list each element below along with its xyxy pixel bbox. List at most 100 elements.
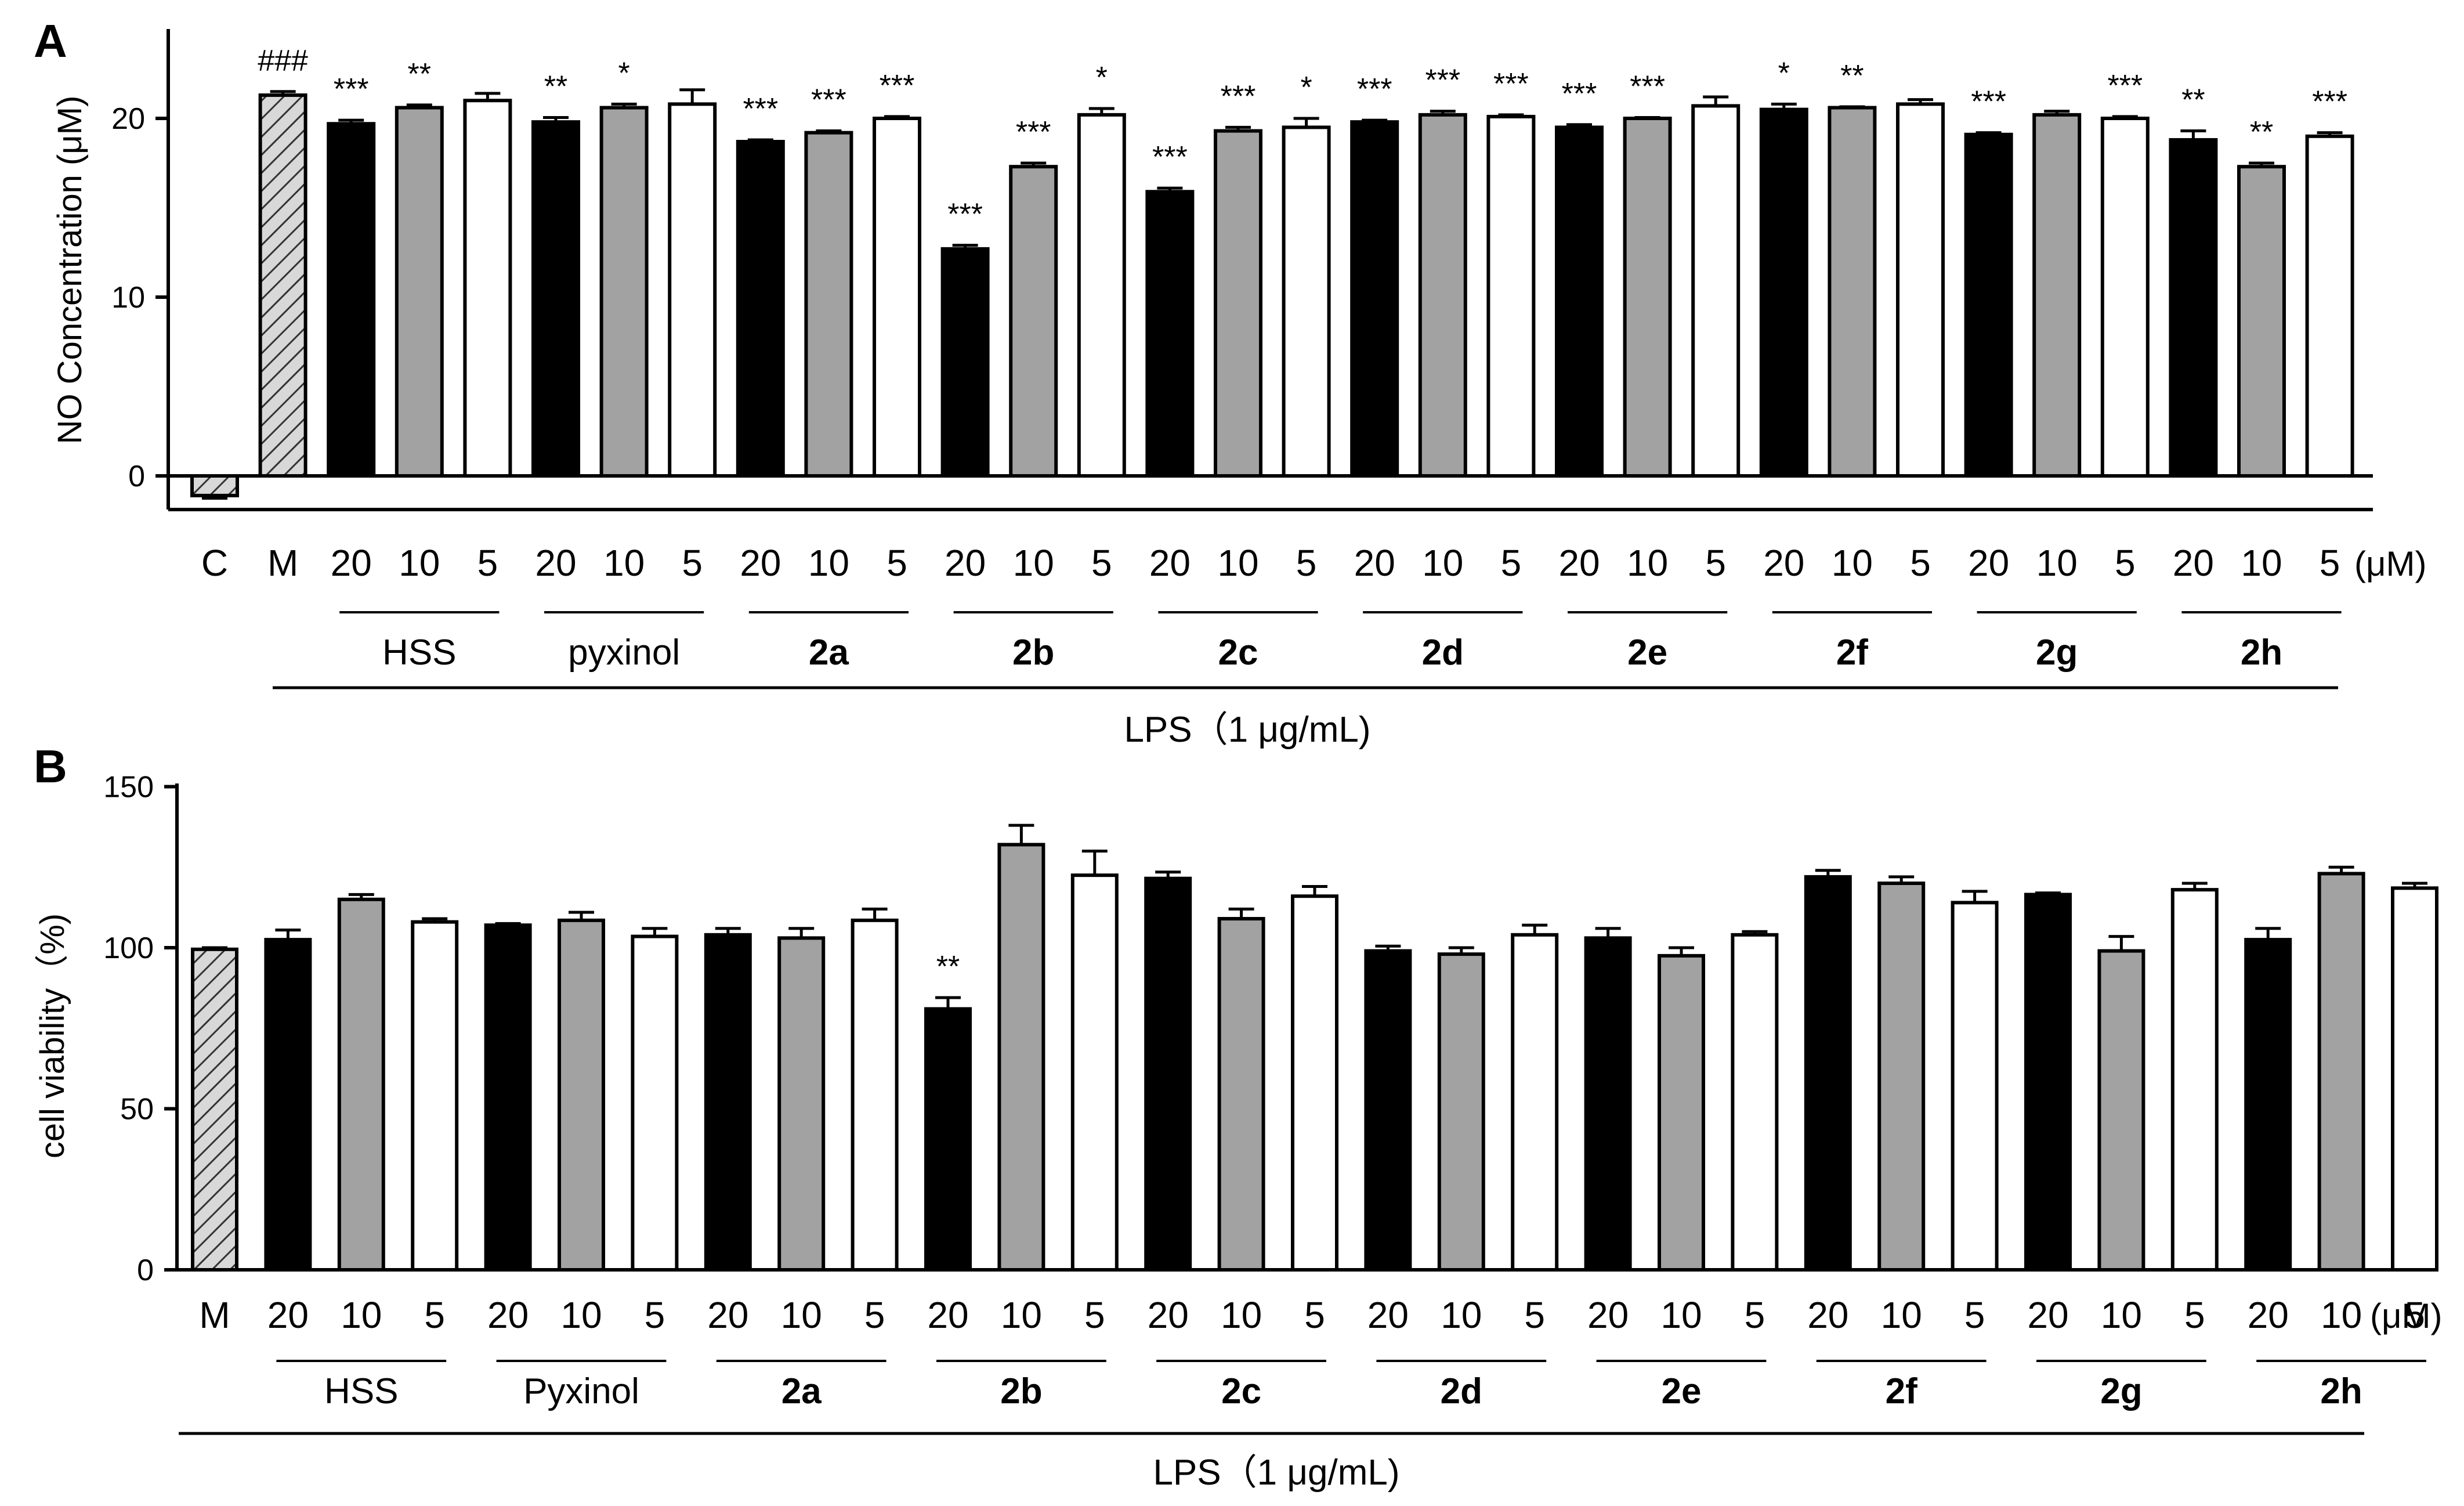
panel-a-bar — [599, 106, 649, 478]
panel-a-bar — [2100, 117, 2150, 478]
panel-b-y-tick-label: 0 — [137, 1254, 154, 1287]
panel-a-bar — [1418, 113, 1467, 478]
panel-b-bars — [191, 824, 2438, 1272]
panel-a-significance-label: ** — [544, 70, 567, 103]
panel-a-category-label: 20 — [2173, 542, 2214, 584]
panel-b-category-label: 20 — [487, 1294, 529, 1336]
panel-a-significance-label: *** — [1562, 77, 1597, 111]
panel-b-category-label: 20 — [927, 1294, 968, 1336]
panel-b-category-label: 10 — [2101, 1294, 2142, 1336]
panel-a-significance-label: *** — [1425, 64, 1460, 97]
panel-b-category-label: 10 — [1221, 1294, 1262, 1336]
panel-a-bar — [1009, 165, 1058, 478]
panel-b-labels: M 20 10 5 20 10 5 20 10 5 ** 20 10 5 20 10 5 20 10 5 20 10 5 20… — [179, 950, 2426, 1435]
panel-a-unit-label: (μM) — [2354, 544, 2427, 583]
panel-a-significance-label: * — [1096, 61, 1108, 95]
panel-b-significance-label: ** — [936, 950, 960, 984]
panel-a-category-label: 10 — [399, 542, 440, 584]
panel-b-group-label: 2d — [1441, 1371, 1482, 1411]
panel-a-category-label: 20 — [535, 542, 576, 584]
panel-a-bar — [940, 247, 990, 478]
panel-a-category-label: 20 — [740, 542, 781, 584]
panel-a-category-label: 20 — [1558, 542, 1600, 584]
panel-b-category-label: 5 — [424, 1294, 445, 1336]
panel-a-group-label: pyxinol — [568, 633, 680, 673]
panel-a-bar — [1145, 190, 1195, 478]
panel-a-bar — [1623, 117, 1672, 478]
panel-a-category-label: 20 — [1763, 542, 1804, 584]
panel-b-cell-viability-chart: B cell viability（%) 0 50 100 150 M 20 10 5 20 10… — [34, 741, 2443, 1493]
panel-a-category-label: 10 — [1627, 542, 1668, 584]
panel-a-significance-label: *** — [2312, 85, 2347, 119]
panel-a-category-label: M — [267, 542, 298, 584]
panel-a-significance-label: *** — [880, 69, 915, 103]
panel-b-bar — [777, 936, 826, 1272]
panel-a-category-label: 5 — [1501, 542, 1522, 584]
panel-a-category-label: 20 — [1354, 542, 1395, 584]
panel-a-significance-label: * — [618, 56, 629, 90]
panel-b-category-label: 5 — [1524, 1294, 1545, 1336]
panel-a-group-label: 2e — [1627, 633, 1667, 673]
panel-a-significance-label: *** — [1630, 70, 1665, 103]
panel-a-category-label: 5 — [1091, 542, 1112, 584]
panel-a-bar — [1282, 125, 1331, 478]
panel-b-bar — [484, 923, 532, 1272]
panel-a-category-label: 10 — [1422, 542, 1463, 584]
panel-a-category-label: 20 — [1968, 542, 2009, 584]
panel-a-significance-label: *** — [334, 73, 369, 106]
panel-a-bar — [668, 102, 717, 478]
panel-b-bar — [191, 947, 238, 1272]
panel-a-category-label: 5 — [477, 542, 498, 584]
panel-a-significance-label: *** — [1221, 80, 1256, 113]
panel-b-category-label: 10 — [781, 1294, 822, 1336]
panel-b-category-label: 10 — [560, 1294, 602, 1336]
panel-b-y-tick-label: 100 — [103, 931, 154, 965]
panel-b-category-label: 5 — [864, 1294, 885, 1336]
panel-a-bar — [1350, 120, 1399, 478]
panel-b-bar — [924, 1007, 972, 1272]
panel-b-category-label: 20 — [1148, 1294, 1189, 1336]
panel-b-category-label: 20 — [1367, 1294, 1409, 1336]
panel-a-category-label: 10 — [2036, 542, 2078, 584]
panel-a-category-label: 10 — [2241, 542, 2282, 584]
panel-a-significance-label: *** — [1152, 140, 1188, 174]
panel-b-category-label: 20 — [1587, 1294, 1629, 1336]
panel-a-bar — [1896, 102, 1945, 478]
panel-b-bar — [1877, 882, 1926, 1272]
panel-b-bar — [264, 938, 312, 1272]
panel-b-bar — [558, 918, 605, 1272]
panel-b-group-label: 2f — [1886, 1371, 1917, 1411]
panel-b-group-label: Pyxinol — [523, 1371, 639, 1411]
panel-b-bar — [1511, 933, 1559, 1272]
panel-a-significance-label: *** — [1493, 67, 1529, 101]
panel-a-bar — [258, 93, 307, 478]
panel-a-bar — [531, 120, 580, 478]
panel-a-lps-label: LPS（1 μg/mL) — [1124, 710, 1370, 750]
panel-a-bar — [1486, 114, 1536, 478]
panel-a-y-tick-label: 10 — [111, 281, 145, 315]
panel-a-bar — [1691, 104, 1741, 478]
panel-b-category-label: 20 — [267, 1294, 309, 1336]
panel-b-bar — [1144, 876, 1192, 1272]
panel-a-significance-label: *** — [1016, 115, 1051, 149]
panel-b-category-label: 5 — [1745, 1294, 1765, 1336]
panel-a-group-label: 2d — [1422, 633, 1464, 673]
panel-b-y-axis-title: cell viability（%) — [34, 913, 71, 1158]
panel-a-bars — [190, 88, 2354, 500]
panel-a-bar — [190, 474, 239, 497]
panel-a-significance-label: * — [1778, 56, 1790, 90]
panel-a-category-label: 5 — [682, 542, 703, 584]
panel-a-significance-label: *** — [811, 84, 846, 117]
panel-b-bar — [1804, 875, 1852, 1272]
panel-a-category-label: 10 — [603, 542, 645, 584]
panel-b-y-tick-label: 50 — [120, 1093, 154, 1126]
panel-a-category-label: 20 — [1149, 542, 1191, 584]
panel-b-category-label: 5 — [1964, 1294, 1985, 1336]
panel-a-significance-label: *** — [947, 198, 983, 232]
panel-b-category-label: 5 — [645, 1294, 665, 1336]
panel-a-category-label: 5 — [2115, 542, 2136, 584]
panel-b-category-label: 10 — [1441, 1294, 1482, 1336]
panel-a-bar — [395, 106, 444, 478]
